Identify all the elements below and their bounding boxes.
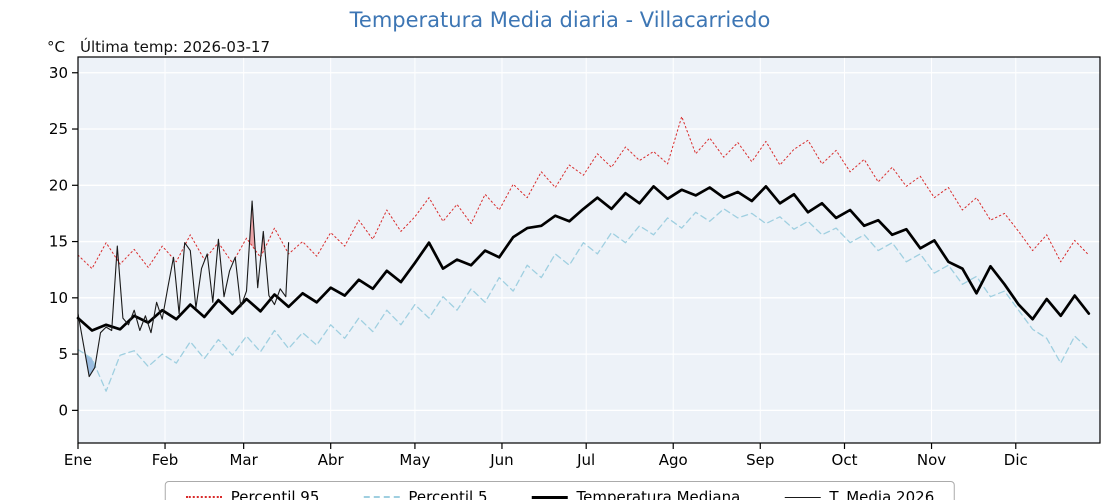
chart-title: Temperatura Media diaria - Villacarriedo [349, 8, 771, 32]
y-tick-label: 30 [49, 64, 68, 82]
legend-label: Percentil 95 [230, 488, 320, 500]
last-temp-label: Última temp: 2026-03-17 [80, 38, 271, 56]
x-tick-label: Nov [917, 451, 946, 469]
series-temperatura-mediana [76, 185, 1091, 332]
plot-grid [77, 57, 1100, 443]
y-tick-label: 0 [58, 401, 68, 419]
legend-item: Temperatura Mediana [531, 488, 740, 500]
legend-line-sample [531, 495, 568, 499]
y-tick-label: 15 [49, 233, 68, 251]
plot-panel [78, 57, 1100, 443]
y-axis-unit-label: °C [47, 38, 65, 56]
x-tick-label: Jun [489, 451, 513, 469]
y-tick-label: 10 [49, 289, 68, 307]
legend-line-sample [784, 496, 821, 498]
x-tick-label: Mar [229, 451, 258, 469]
legend-item: T. Media 2026 [784, 488, 934, 500]
y-tick-label: 20 [49, 176, 68, 194]
series-percentil-5 [77, 208, 1090, 392]
y-tick-label: 25 [49, 120, 68, 138]
series-t-media-2026 [77, 200, 290, 378]
legend-label: Temperatura Mediana [576, 488, 741, 500]
series-percentil-95 [77, 116, 1090, 270]
legend-item: Percentil 5 [363, 488, 487, 500]
x-tick-label: Ago [659, 451, 688, 469]
x-tick-label: Oct [832, 451, 858, 469]
x-tick-label: Dic [1004, 451, 1028, 469]
legend-item: Percentil 95 [185, 488, 320, 500]
x-tick-label: May [399, 451, 430, 469]
y-tick-label: 5 [58, 345, 68, 363]
legend-label: T. Media 2026 [829, 488, 935, 500]
x-tick-label: Abr [318, 451, 345, 469]
x-tick-label: Sep [746, 451, 774, 469]
x-tick-label: Feb [152, 451, 179, 469]
chart-legend: Percentil 95 Percentil 5 Temperatura Media… [164, 481, 956, 500]
x-tick-label: Jul [576, 451, 595, 469]
axes: 0 5 10 15 20 25 30 Ene Feb Mar Abr May Jun Jul Ago Sep O… [49, 56, 1101, 469]
legend-line-sample [185, 496, 222, 498]
x-tick-label: Ene [64, 451, 92, 469]
legend-line-sample [363, 496, 400, 498]
legend-label: Percentil 5 [408, 488, 488, 500]
